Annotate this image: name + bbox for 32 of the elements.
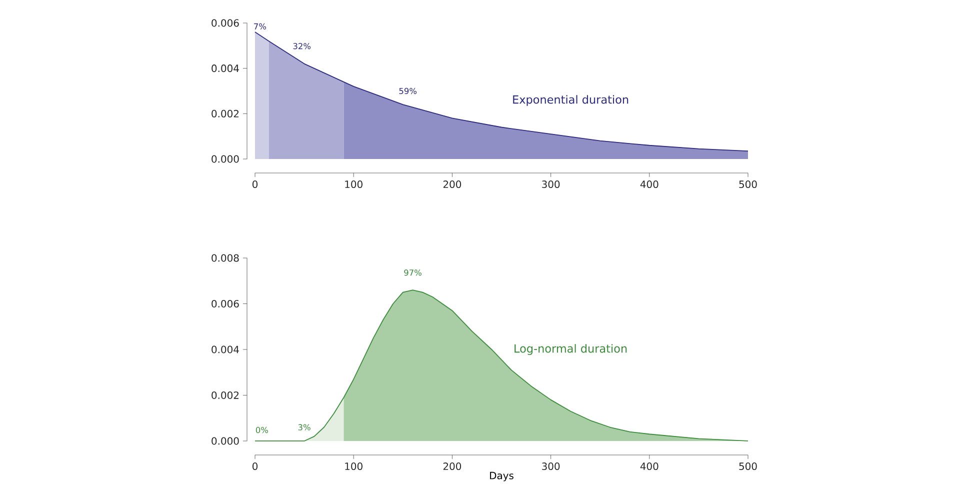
annotation: 97%: [404, 270, 422, 276]
x-axis-title: Days: [490, 472, 514, 482]
line-series: [254, 290, 748, 442]
x-tick-label: 500: [739, 462, 757, 470]
line-series: [254, 32, 748, 152]
y-tick-label: 0.000: [212, 155, 239, 163]
y-tick-label: 0.006: [212, 19, 239, 27]
x-tick-label: 400: [640, 462, 658, 470]
annotation: Log-normal duration: [514, 344, 627, 355]
x-tick-label: 400: [640, 180, 658, 188]
annotation: 59%: [399, 88, 417, 94]
y-tick-label: 0.008: [212, 254, 239, 262]
y-tick-label: 0.002: [212, 110, 238, 118]
y-tick-label: 0.000: [212, 437, 239, 445]
x-tick-label: 300: [542, 462, 560, 470]
y-tick-label: 0.004: [212, 64, 239, 72]
annotation: 0%: [256, 426, 268, 434]
x-tick-label: 0: [252, 462, 258, 470]
y-tick-label: 0.002: [212, 391, 238, 400]
annotation: 32%: [293, 43, 311, 50]
x-tick-label: 200: [443, 462, 462, 470]
x-tick-label: 500: [739, 180, 757, 188]
y-tick-label: 0.006: [212, 300, 239, 308]
annotation: 7%: [254, 23, 266, 30]
annotation: 3%: [298, 424, 310, 430]
x-tick-label: 100: [345, 462, 362, 470]
x-tick-label: 100: [345, 180, 362, 188]
x-tick-label: 200: [443, 180, 462, 188]
annotation: Exponential duration: [513, 95, 628, 106]
x-tick-label: 300: [542, 180, 560, 188]
x-tick-label: 0: [252, 180, 258, 188]
y-tick-label: 0.004: [212, 346, 239, 354]
